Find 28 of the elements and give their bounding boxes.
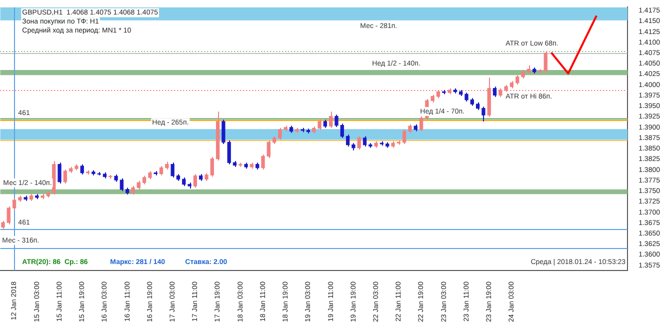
candlestick xyxy=(334,114,338,128)
candlestick xyxy=(329,111,333,128)
candlestick xyxy=(266,140,270,158)
candlestick xyxy=(278,127,282,140)
candlestick xyxy=(193,174,198,188)
candlestick xyxy=(170,162,174,178)
candlestick xyxy=(12,198,16,210)
candlestick xyxy=(63,168,68,184)
candlestick xyxy=(419,116,424,132)
candlestick xyxy=(120,178,124,192)
candlestick xyxy=(6,206,10,225)
candlestick xyxy=(159,166,164,176)
candlestick xyxy=(544,50,548,74)
candlestick xyxy=(58,162,62,184)
candlestick xyxy=(492,86,497,98)
candlestick xyxy=(210,156,214,178)
candlestick xyxy=(340,123,344,139)
candlestick xyxy=(261,154,265,170)
candlestick xyxy=(516,74,520,85)
candlestick xyxy=(346,134,350,148)
candlestick xyxy=(318,119,322,130)
candlestick xyxy=(362,136,367,148)
candlestick xyxy=(222,119,226,144)
candlestick xyxy=(357,136,361,150)
candlestick xyxy=(227,140,231,165)
candlestick xyxy=(80,164,84,176)
candlestick xyxy=(482,106,486,122)
candlestick xyxy=(402,129,406,144)
